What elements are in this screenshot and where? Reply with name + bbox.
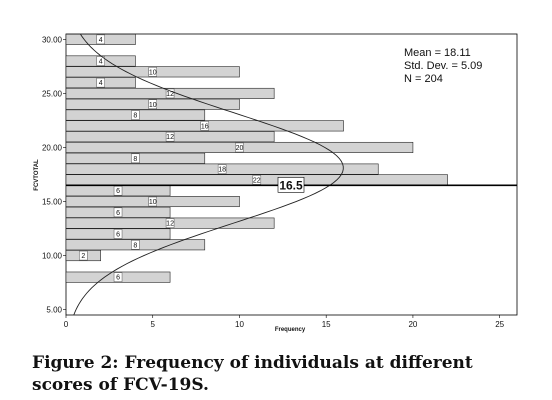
bar-label-box xyxy=(79,250,88,261)
reference-line-label: 16.5 xyxy=(279,178,303,192)
bar-label: 8 xyxy=(133,156,137,163)
ticks-layer: 0 5 10 15 20 25 5.00 10.00 15.00 20.00 25.00 30.00 xyxy=(42,35,505,329)
bar-label: 10 xyxy=(149,102,157,109)
bar-label-box xyxy=(131,240,140,250)
figure-caption: Figure 2: Frequency of individuals at di… xyxy=(32,353,473,395)
bar-label-box xyxy=(113,272,123,282)
bar-label-box xyxy=(131,153,140,164)
bar-label: 2 xyxy=(81,253,85,260)
x-tick-label: 25 xyxy=(495,320,504,329)
bar-label: 12 xyxy=(166,221,174,228)
y-tick-label: 5.00 xyxy=(46,306,62,315)
reference-line-label-box: 16.5 xyxy=(277,177,305,193)
bar-label: 6 xyxy=(116,231,120,238)
bar-label: 16 xyxy=(201,123,209,130)
bars-layer: 4 4 10 4 12 10 8 16 12 20 8 18 22 6 10 6 12 6 8 2 6 xyxy=(65,33,448,283)
bar-label: 4 xyxy=(99,80,103,87)
bar-label: 12 xyxy=(166,91,174,98)
y-tick-label: 10.00 xyxy=(42,252,63,261)
bar-label-box xyxy=(235,142,244,153)
bar-label-box xyxy=(131,110,140,120)
stats-sd: Std. Dev. = 5.09 xyxy=(404,60,482,72)
bar-label: 6 xyxy=(116,188,120,195)
bar-label: 8 xyxy=(133,242,137,249)
x-tick-label: 10 xyxy=(235,320,244,329)
bar-label: 6 xyxy=(116,275,120,282)
bar-label-box xyxy=(252,175,262,185)
normal-curve xyxy=(73,33,344,316)
bar-label-box xyxy=(165,131,175,142)
bar-label-box xyxy=(148,67,157,77)
bar-label-box xyxy=(113,229,123,239)
x-tick-label: 5 xyxy=(151,320,156,329)
bar-label-box xyxy=(165,88,175,99)
bar-label: 4 xyxy=(99,37,103,44)
bar-label: 8 xyxy=(133,113,137,120)
bar-label: 20 xyxy=(236,145,244,152)
y-axis-title: FCVTOTAL xyxy=(34,159,40,191)
bar-label-box xyxy=(217,164,227,174)
bar-label: 22 xyxy=(253,177,261,184)
stats-n: N = 204 xyxy=(404,73,443,85)
x-tick-label: 0 xyxy=(64,320,69,329)
x-tick-label: 20 xyxy=(408,320,417,329)
bar-label: 18 xyxy=(218,167,226,174)
bar-label: 12 xyxy=(166,134,174,141)
y-tick-label: 25.00 xyxy=(42,89,63,98)
bar-label: 6 xyxy=(116,210,120,217)
y-tick-label: 30.00 xyxy=(42,35,63,44)
bar-label-box xyxy=(113,207,123,218)
bar-label-box xyxy=(113,185,123,196)
y-tick-label: 20.00 xyxy=(42,143,63,152)
bar-label: 10 xyxy=(149,69,157,76)
x-tick-label: 15 xyxy=(322,320,331,329)
bar-label-box xyxy=(200,121,210,131)
bar-label: 4 xyxy=(99,59,103,66)
bar-label-box xyxy=(165,218,175,228)
bar-label-box xyxy=(96,56,105,66)
bar-label-box xyxy=(148,99,157,109)
bar-label-box xyxy=(96,77,105,88)
x-axis-title: Frequency xyxy=(275,327,306,333)
histogram-chart: 4 4 10 4 12 10 8 16 12 20 8 18 22 6 10 6 12 6 8 2 6 16.5 0 5 1… xyxy=(34,33,518,333)
bar-label: 10 xyxy=(149,199,157,206)
bar-label-box xyxy=(96,34,105,45)
bar-label-box xyxy=(148,196,157,207)
stats-mean: Mean = 18.11 xyxy=(404,47,471,59)
y-tick-label: 15.00 xyxy=(42,198,63,207)
